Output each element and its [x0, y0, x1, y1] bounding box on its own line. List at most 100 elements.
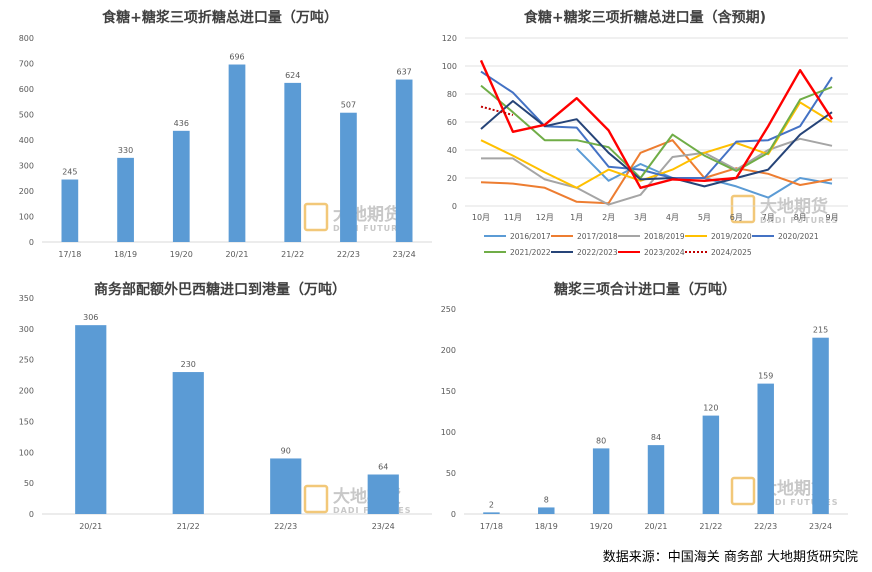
- x-tick-label-3-21/22: 21/22: [177, 522, 200, 531]
- series-line-2021-2022: [480, 84, 833, 179]
- legend-label-2022-2023: 2022/2023: [577, 248, 618, 257]
- x-tick-label-4-19/20: 19/20: [590, 522, 613, 531]
- bar-1-17/18: [61, 179, 79, 242]
- y-tick-label-1-5: 500: [19, 111, 34, 120]
- data-label-3-20/21: 306: [83, 313, 98, 322]
- x-tick-label-4-18/19: 18/19: [535, 522, 558, 531]
- chart-panel-1: 食糖+糖浆三项折糖总进口量（万吨） 0 100 200 300 400 500 600 700 8…: [19, 9, 432, 259]
- y-tick-label-4-1: 50: [446, 469, 456, 478]
- y-tick-label-3-2: 100: [19, 448, 34, 457]
- y-tick-label-1-6: 600: [19, 85, 34, 94]
- data-label-4-17/18: 2: [489, 500, 494, 509]
- y-tick-label-1-8: 800: [19, 34, 34, 43]
- data-label-1-19/20: 436: [174, 119, 189, 128]
- y-tick-label-2-6: 120: [442, 34, 457, 43]
- y-tick-label-1-7: 700: [19, 60, 34, 69]
- y-tick-label-4-5: 250: [441, 305, 456, 314]
- legend-label-2018-2019: 2018/2019: [644, 232, 685, 241]
- x-tick-label-3-22/23: 22/23: [274, 522, 297, 531]
- bar-3-21/22: [172, 372, 204, 514]
- chart-panel-3: 商务部配额外巴西糖进口到港量（万吨）050100150200250300350大…: [19, 281, 432, 531]
- watermark-logo-0: [303, 202, 329, 232]
- y-tick-label-1-3: 300: [19, 162, 34, 171]
- x-tick-label-1-23/24: 23/24: [393, 250, 416, 259]
- legend-label-2016-2017: 2016/2017: [510, 232, 551, 241]
- bar-4-20/21: [647, 445, 665, 514]
- watermark-cn-1: 大地期货: [760, 196, 828, 217]
- x-tick-label-1-18/19: 18/19: [114, 250, 137, 259]
- y-tick-label-1-4: 400: [19, 136, 34, 145]
- x-tick-label-4-23/24: 23/24: [809, 522, 832, 531]
- data-label-1-23/24: 637: [397, 68, 412, 77]
- x-tick-label-2-5: 3月: [634, 213, 647, 222]
- bar-4-21/22: [702, 415, 720, 514]
- chart-title-4: 糖浆三项合计进口量（万吨）: [554, 281, 736, 298]
- y-tick-label-2-3: 60: [447, 118, 457, 127]
- x-tick-label-4-21/22: 21/22: [699, 522, 722, 531]
- data-label-1-22/23: 507: [341, 101, 356, 110]
- x-tick-label-3-23/24: 23/24: [372, 522, 395, 531]
- data-label-3-21/22: 230: [181, 360, 196, 369]
- data-label-4-23/24: 215: [813, 326, 828, 335]
- watermark-logo-1: [730, 194, 756, 224]
- x-tick-label-4-20/21: 20/21: [644, 522, 667, 531]
- series-line-2020-2021: [480, 70, 833, 179]
- bar-1-22/23: [340, 112, 357, 242]
- legend-label-2019-2020: 2019/2020: [711, 232, 752, 241]
- bar-1-19/20: [172, 130, 190, 242]
- legend-label-2020-2021: 2020/2021: [778, 232, 819, 241]
- y-tick-label-3-1: 50: [24, 479, 34, 488]
- x-tick-label-2-4: 2月: [602, 213, 615, 222]
- y-tick-label-2-5: 100: [442, 62, 457, 71]
- x-tick-label-2-10: 8月: [794, 213, 807, 222]
- bar-3-23/24: [367, 474, 399, 514]
- y-tick-label-3-4: 200: [19, 387, 34, 396]
- bar-3-22/23: [270, 458, 302, 514]
- data-label-1-21/22: 624: [285, 71, 300, 80]
- watermark-logo-3: [730, 476, 756, 506]
- x-tick-label-1-17/18: 17/18: [58, 250, 81, 259]
- chart-title-2: 食糖+糖浆三项折糖总进口量（含预期): [524, 9, 766, 26]
- x-tick-label-2-2: 12月: [536, 213, 554, 222]
- watermark-cn-3: 大地期货: [760, 478, 828, 499]
- bar-4-18/19: [538, 507, 555, 514]
- x-tick-label-2-11: 9月: [825, 213, 838, 222]
- y-tick-label-3-0: 0: [29, 510, 34, 519]
- y-tick-label-2-0: 0: [452, 202, 457, 211]
- bar-1-23/24: [395, 79, 413, 242]
- chart-title-1: 食糖+糖浆三项折糖总进口量（万吨）: [102, 9, 338, 26]
- bar-3-20/21: [75, 325, 107, 514]
- data-label-3-23/24: 64: [378, 463, 388, 472]
- y-tick-label-3-6: 300: [19, 325, 34, 334]
- legend-label-2023-2024: 2023/2024: [644, 248, 685, 257]
- x-tick-label-2-7: 5月: [698, 213, 711, 222]
- y-tick-label-4-2: 100: [441, 428, 456, 437]
- data-label-4-22/23: 159: [758, 372, 773, 381]
- data-label-3-22/23: 90: [281, 446, 291, 455]
- chart-panel-2: 食糖+糖浆三项折糖总进口量（含预期) 0 20 40 60 80 100 120 大地期货DAD…: [442, 9, 848, 257]
- x-tick-label-1-19/20: 19/20: [170, 250, 193, 259]
- data-label-1-18/19: 330: [118, 146, 133, 155]
- legend-label-2017-2018: 2017/2018: [577, 232, 618, 241]
- data-label-4-19/20: 80: [596, 436, 606, 445]
- bar-4-19/20: [592, 448, 610, 514]
- y-tick-label-1-2: 200: [19, 187, 34, 196]
- series-line-2017-2018: [480, 139, 833, 205]
- series-line-2023-2024: [479, 59, 834, 189]
- series-line-2024-2025: [480, 105, 514, 116]
- x-tick-label-1-20/21: 20/21: [225, 250, 248, 259]
- bar-4-22/23: [757, 383, 774, 514]
- y-tick-label-1-1: 100: [19, 213, 34, 222]
- y-tick-label-1-0: 0: [29, 238, 34, 247]
- legend: 2016/2017 2017/2018 2018/2019 2019/2020 2020…: [484, 232, 819, 257]
- y-tick-label-2-4: 80: [447, 90, 457, 99]
- y-tick-label-4-4: 200: [441, 346, 456, 355]
- x-tick-label-2-3: 1月: [570, 213, 583, 222]
- bar-1-18/19: [117, 157, 134, 242]
- y-tick-label-4-0: 0: [451, 510, 456, 519]
- series-line-2022-2023: [480, 100, 833, 188]
- x-tick-label-1-21/22: 21/22: [281, 250, 304, 259]
- y-tick-label-4-3: 150: [441, 387, 456, 396]
- watermark-en-0: DADI FUTURES: [333, 224, 412, 233]
